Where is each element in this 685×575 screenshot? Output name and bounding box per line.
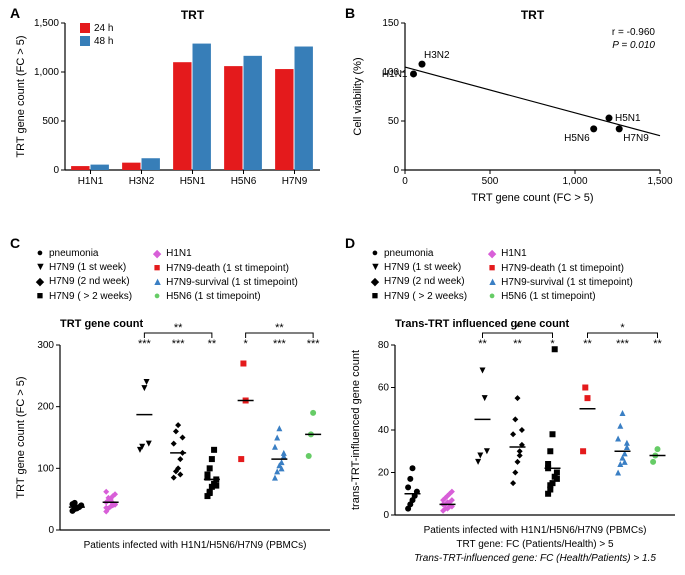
svg-text:H7N9: H7N9	[623, 133, 649, 144]
svg-text:Patients infected with H1N1/H5: Patients infected with H1N1/H5N6/H7N9 (P…	[84, 540, 307, 551]
panel-c-legend: ●pneumonia ▼H7N9 (1 st week) ◆H7N9 (2 nd w…	[35, 247, 298, 304]
svg-text:200: 200	[37, 402, 54, 413]
panel-b: B 05010015005001,0001,500H1N1H3N2H5N1H5N…	[345, 5, 675, 205]
svg-text:500: 500	[42, 116, 59, 127]
svg-text:TRT gene count (FC > 5): TRT gene count (FC > 5)	[471, 192, 593, 204]
svg-text:40: 40	[378, 425, 390, 436]
legend-item: ▼H7N9 (1 st week)	[35, 261, 132, 273]
panel-a-chart: 0 500 1,000 1,500 H1N1 H3N2 H5N1 H5N6 H7N9 TRT TRT…	[10, 5, 330, 205]
legend-item: ▲H7N9-survival (1 st timepoint)	[487, 276, 633, 288]
svg-text:0: 0	[383, 510, 389, 521]
legend-item: ◆H1N1	[487, 247, 633, 260]
svg-text:TRT gene count (FC > 5): TRT gene count (FC > 5)	[15, 35, 27, 157]
svg-text:TRT: TRT	[181, 8, 205, 22]
panel-d-label: D	[345, 235, 355, 251]
panel-b-label: B	[345, 5, 355, 21]
svg-text:***: ***	[138, 338, 152, 350]
svg-text:500: 500	[482, 176, 499, 187]
svg-text:1,500: 1,500	[647, 176, 672, 187]
svg-text:***: ***	[172, 338, 186, 350]
svg-text:Trans-TRT influenced gene coun: Trans-TRT influenced gene count	[395, 318, 570, 330]
svg-text:H5N6: H5N6	[564, 133, 590, 144]
svg-text:H7N9: H7N9	[282, 176, 308, 187]
svg-text:TRT gene count: TRT gene count	[60, 318, 143, 330]
panel-c-label: C	[10, 235, 20, 251]
legend-item: ●pneumonia	[35, 247, 132, 259]
legend-item: ▲H7N9-survival (1 st timepoint)	[152, 276, 298, 288]
svg-text:20: 20	[378, 468, 390, 479]
svg-text:0: 0	[393, 165, 399, 176]
svg-text:100: 100	[37, 463, 54, 474]
svg-text:Cell viability (%): Cell viability (%)	[352, 57, 364, 135]
panel-a-label: A	[10, 5, 20, 21]
svg-text:H1N1: H1N1	[78, 176, 104, 187]
svg-text:*: *	[243, 338, 248, 350]
svg-text:0: 0	[48, 525, 54, 536]
svg-text:Trans-TRT-influenced gene: FC: Trans-TRT-influenced gene: FC (Health/Pa…	[414, 553, 656, 564]
svg-text:**: **	[583, 338, 592, 350]
panel-b-chart: 05010015005001,0001,500H1N1H3N2H5N1H5N6H…	[345, 5, 675, 205]
svg-text:1,500: 1,500	[34, 18, 59, 29]
svg-text:H1N1: H1N1	[382, 69, 408, 80]
svg-text:H5N6: H5N6	[231, 176, 257, 187]
svg-text:0: 0	[53, 165, 59, 176]
svg-text:P = 0.010: P = 0.010	[612, 40, 655, 51]
svg-text:***: ***	[307, 338, 321, 350]
legend-item: ■H7N9-death (1 st timepoint)	[487, 262, 633, 274]
legend-item: ■H7N9 ( > 2 weeks)	[35, 290, 132, 302]
svg-text:1,000: 1,000	[562, 176, 587, 187]
legend-item: ●H5N6 (1 st timepoint)	[152, 290, 298, 302]
svg-text:H5N1: H5N1	[180, 176, 206, 187]
svg-text:***: ***	[273, 338, 287, 350]
svg-text:300: 300	[37, 340, 54, 351]
legend-item: ●pneumonia	[370, 247, 467, 259]
legend-item: ■H7N9 ( > 2 weeks)	[370, 290, 467, 302]
panel-d-chart: 0 20 40 60 80 Trans-TRT influenced gene count…	[345, 315, 685, 575]
svg-text:0: 0	[402, 176, 408, 187]
svg-text:**: **	[275, 322, 284, 334]
legend-item: ■H7N9-death (1 st timepoint)	[152, 262, 298, 274]
svg-text:48 h: 48 h	[94, 36, 113, 47]
panel-c: C ●pneumonia ▼H7N9 (1 st week) ◆H7N9 (2 nd…	[10, 235, 340, 565]
panel-a: A 0 500 1,000 1,500 H1N1 H3N2 H5N1 H5N6 H7N9 TRT T…	[10, 5, 330, 205]
svg-text:H3N2: H3N2	[129, 176, 155, 187]
svg-text:TRT: TRT	[521, 8, 545, 22]
svg-text:*: *	[550, 338, 555, 350]
svg-text:trans-TRT-influenced gene coun: trans-TRT-influenced gene count	[350, 350, 362, 510]
svg-text:r = -0.960: r = -0.960	[612, 27, 656, 38]
svg-text:H3N2: H3N2	[424, 50, 450, 61]
legend-item: ◆H7N9 (2 nd week)	[370, 275, 467, 288]
legend-item: ◆H7N9 (2 nd week)	[35, 275, 132, 288]
svg-text:Patients infected with H1N1/H5: Patients infected with H1N1/H5N6/H7N9 (P…	[424, 525, 647, 536]
svg-text:24 h: 24 h	[94, 23, 113, 34]
svg-text:**: **	[653, 338, 662, 350]
panel-d: D ●pneumonia ▼H7N9 (1 st week) ◆H7N9 (2 nd…	[345, 235, 685, 565]
svg-text:60: 60	[378, 383, 390, 394]
svg-text:TRT gene count (FC > 5): TRT gene count (FC > 5)	[15, 376, 27, 498]
svg-text:**: **	[478, 338, 487, 350]
svg-text:**: **	[208, 338, 217, 350]
legend-item: ◆H1N1	[152, 247, 298, 260]
svg-text:H5N1: H5N1	[615, 113, 641, 124]
svg-text:***: ***	[616, 338, 630, 350]
svg-text:**: **	[174, 322, 183, 334]
svg-text:80: 80	[378, 340, 390, 351]
svg-text:150: 150	[382, 18, 399, 29]
svg-text:50: 50	[388, 116, 400, 127]
legend-item: ▼H7N9 (1 st week)	[370, 261, 467, 273]
svg-text:**: **	[513, 338, 522, 350]
svg-text:1,000: 1,000	[34, 67, 59, 78]
panel-d-legend: ●pneumonia ▼H7N9 (1 st week) ◆H7N9 (2 nd w…	[370, 247, 633, 304]
svg-text:*: *	[620, 322, 625, 334]
panel-c-chart: 0100200300TRT gene count****************…	[10, 315, 340, 565]
svg-text:*: *	[515, 322, 520, 334]
svg-text:TRT gene: FC (Patients/Health): TRT gene: FC (Patients/Health) > 5	[456, 539, 614, 550]
legend-item: ●H5N6 (1 st timepoint)	[487, 290, 633, 302]
